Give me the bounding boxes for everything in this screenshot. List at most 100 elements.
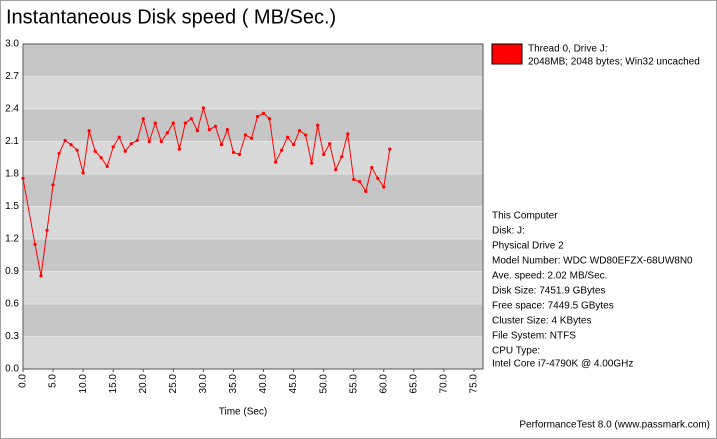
data-point xyxy=(45,228,49,232)
data-point xyxy=(358,179,362,184)
data-point xyxy=(105,164,109,169)
data-point xyxy=(225,127,230,132)
y-tick-label: 1.5 xyxy=(5,201,19,212)
data-point xyxy=(334,168,338,172)
data-point xyxy=(117,135,121,139)
x-tick-label: 60.0 xyxy=(378,374,389,394)
data-point xyxy=(51,183,55,187)
data-point xyxy=(129,142,133,146)
data-point xyxy=(141,117,145,121)
info-line: Ave. speed: 2.02 MB/Sec. xyxy=(492,271,607,282)
data-point xyxy=(273,160,278,164)
data-point xyxy=(39,274,43,278)
data-point xyxy=(93,149,97,153)
legend-swatch xyxy=(491,43,523,65)
info-line: Intel Core i7-4790K @ 4.00GHz xyxy=(492,359,633,370)
data-point xyxy=(69,143,73,147)
plot-band xyxy=(23,304,483,337)
data-point xyxy=(195,129,199,133)
y-tick-label: 0.3 xyxy=(5,331,19,342)
data-point xyxy=(304,133,308,137)
data-point xyxy=(135,138,139,143)
data-point xyxy=(291,143,296,147)
data-point xyxy=(328,142,332,146)
data-point xyxy=(75,148,79,152)
data-point xyxy=(382,185,386,189)
info-line: Disk Size: 7451.9 GBytes xyxy=(492,286,605,297)
data-point xyxy=(388,147,392,151)
data-point xyxy=(322,152,326,157)
y-tick-label: 0.9 xyxy=(5,266,19,277)
data-point xyxy=(231,150,236,154)
data-point xyxy=(249,136,254,140)
info-line: Free space: 7449.5 GBytes xyxy=(492,301,614,312)
data-point xyxy=(352,177,356,182)
x-tick-label: 50.0 xyxy=(318,374,329,394)
data-point xyxy=(310,161,314,165)
info-line: This Computer xyxy=(492,211,558,222)
x-tick-label: 55.0 xyxy=(348,374,359,394)
data-point xyxy=(165,131,169,135)
data-point xyxy=(219,143,224,147)
y-tick-label: 0.0 xyxy=(5,364,19,375)
data-point xyxy=(376,176,380,180)
data-point xyxy=(171,121,175,125)
data-point xyxy=(57,151,61,156)
plot-band xyxy=(23,44,483,77)
x-tick-label: 0.0 xyxy=(18,374,29,388)
x-tick-label: 65.0 xyxy=(408,374,419,394)
data-point xyxy=(111,145,115,149)
x-tick-label: 5.0 xyxy=(48,374,59,388)
data-point xyxy=(267,117,272,121)
data-point xyxy=(340,155,344,159)
x-tick-label: 20.0 xyxy=(138,374,149,394)
info-line: Cluster Size: 4 KBytes xyxy=(492,316,591,327)
plot-band xyxy=(23,174,483,207)
data-point xyxy=(21,176,25,180)
plot-border xyxy=(22,43,484,370)
chart-title: Instantaneous Disk speed ( MB/Sec.) xyxy=(6,6,336,28)
data-point xyxy=(346,132,350,136)
x-tick-label: 45.0 xyxy=(288,374,299,394)
x-tick-label: 40.0 xyxy=(258,374,269,394)
y-tick-label: 1.8 xyxy=(5,169,19,180)
data-point xyxy=(63,138,67,143)
plot-band xyxy=(23,109,483,142)
y-tick-label: 2.1 xyxy=(5,136,19,147)
y-tick-label: 1.2 xyxy=(5,234,19,245)
data-point xyxy=(298,129,302,133)
info-line: Disk: J: xyxy=(492,226,525,237)
data-point xyxy=(159,139,163,144)
x-tick-label: 15.0 xyxy=(108,374,119,394)
data-point xyxy=(87,129,91,133)
data-point xyxy=(364,189,368,193)
data-point xyxy=(201,106,205,110)
data-point xyxy=(370,165,374,170)
data-point xyxy=(147,139,151,144)
x-tick-label: 70.0 xyxy=(439,374,450,394)
data-point xyxy=(213,124,218,128)
data-point xyxy=(285,135,290,139)
footer: PerformanceTest 8.0 (www.passmark.com) xyxy=(519,420,710,431)
y-tick-label: 2.4 xyxy=(5,104,19,115)
x-tick-label: 25.0 xyxy=(168,374,179,394)
data-point xyxy=(123,149,127,153)
data-point xyxy=(207,127,212,132)
data-point xyxy=(255,114,260,119)
data-point xyxy=(81,171,85,175)
data-point xyxy=(279,148,284,152)
data-point xyxy=(99,156,103,160)
data-point xyxy=(153,121,157,125)
data-point xyxy=(189,117,193,121)
plot-band xyxy=(23,239,483,272)
y-tick-label: 2.7 xyxy=(5,71,19,82)
info-line: Model Number: WDC WD80EFZX-68UW8N0 xyxy=(492,256,693,267)
data-point xyxy=(183,121,187,125)
legend-label: Thread 0, Drive J: xyxy=(528,44,607,55)
data-point xyxy=(237,152,242,157)
data-point xyxy=(316,123,320,127)
x-axis-label: Time (Sec) xyxy=(219,407,268,418)
info-line: File System: NTFS xyxy=(492,331,576,342)
data-point xyxy=(261,111,266,115)
